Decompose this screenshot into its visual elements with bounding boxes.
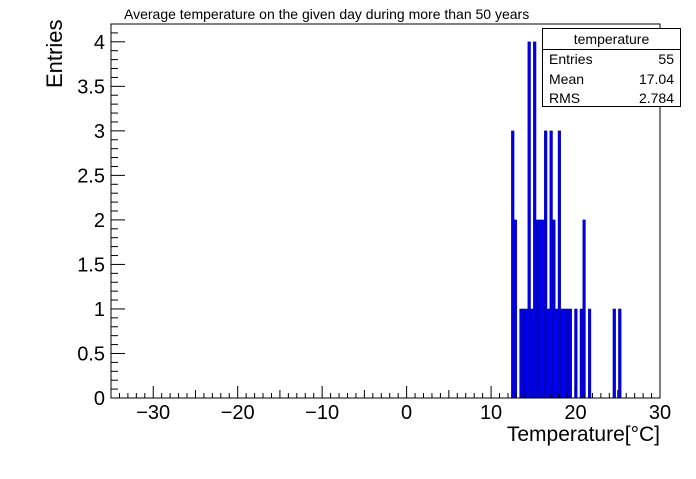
x-tick-label: 10 [480,402,502,424]
histogram-bar [555,308,559,399]
y-axis-label: Entries [42,19,67,88]
histogram-bar [552,219,556,399]
stats-row-rms: RMS 2.784 [543,89,680,109]
histogram-bar [511,130,515,399]
histogram-bar [563,308,567,399]
histogram-bar [527,41,531,399]
histogram-bar [579,308,583,399]
y-tick-label: 2.5 [77,165,105,187]
stats-label: Mean [549,70,585,87]
histogram-bar [582,219,586,399]
x-tick-label: 20 [564,402,586,424]
histogram-bar [513,219,518,399]
stats-value: 2.784 [638,90,674,106]
histogram-bar [530,308,534,399]
chart-title: Average temperature on the given day dur… [124,6,530,22]
histogram-bar [538,219,542,399]
histogram-bar [549,130,553,399]
y-tick-label: 4 [94,32,105,54]
stats-value: 55 [658,51,674,67]
histogram-bar [574,308,578,399]
histogram-bar [533,41,537,399]
histogram-bar [566,308,570,399]
x-tick-label: −10 [305,402,339,424]
histogram-bar [522,308,526,399]
y-tick-label: 0 [94,388,105,410]
histogram-bar [612,308,616,399]
histogram-bar [588,308,592,399]
histogram-bar [524,308,529,399]
histogram-bar [541,219,545,399]
histogram-bar [546,308,550,399]
x-tick-label: 30 [649,402,671,424]
x-tick-label: −20 [221,402,255,424]
y-tick-label: 3 [94,121,105,143]
stats-box: temperature Entries 55 Mean 17.04 RMS 2.… [542,28,681,107]
histogram-bar [618,308,622,399]
stats-box-title: temperature [543,29,680,50]
y-tick-label: 2 [94,210,105,232]
histogram-bar [535,219,539,399]
histogram-bar [568,308,572,399]
histogram-bar [519,308,523,399]
stats-row-mean: Mean 17.04 [543,70,680,90]
x-axis-label: Temperature[°C] [506,423,660,446]
y-tick-label: 1 [94,299,105,321]
y-tick-label: 1.5 [77,254,105,276]
y-tick-label: 0.5 [77,343,105,365]
x-tick-label: −30 [136,402,170,424]
stats-row-entries: Entries 55 [543,50,680,70]
y-tick-label: 3.5 [77,76,105,98]
stats-value: 17.04 [638,70,674,87]
stats-label: RMS [549,90,581,106]
histogram-bar [557,130,561,399]
histogram-bar [560,308,564,399]
histogram-bar [544,130,548,399]
x-tick-label: 0 [401,402,412,424]
stats-label: Entries [549,51,593,67]
